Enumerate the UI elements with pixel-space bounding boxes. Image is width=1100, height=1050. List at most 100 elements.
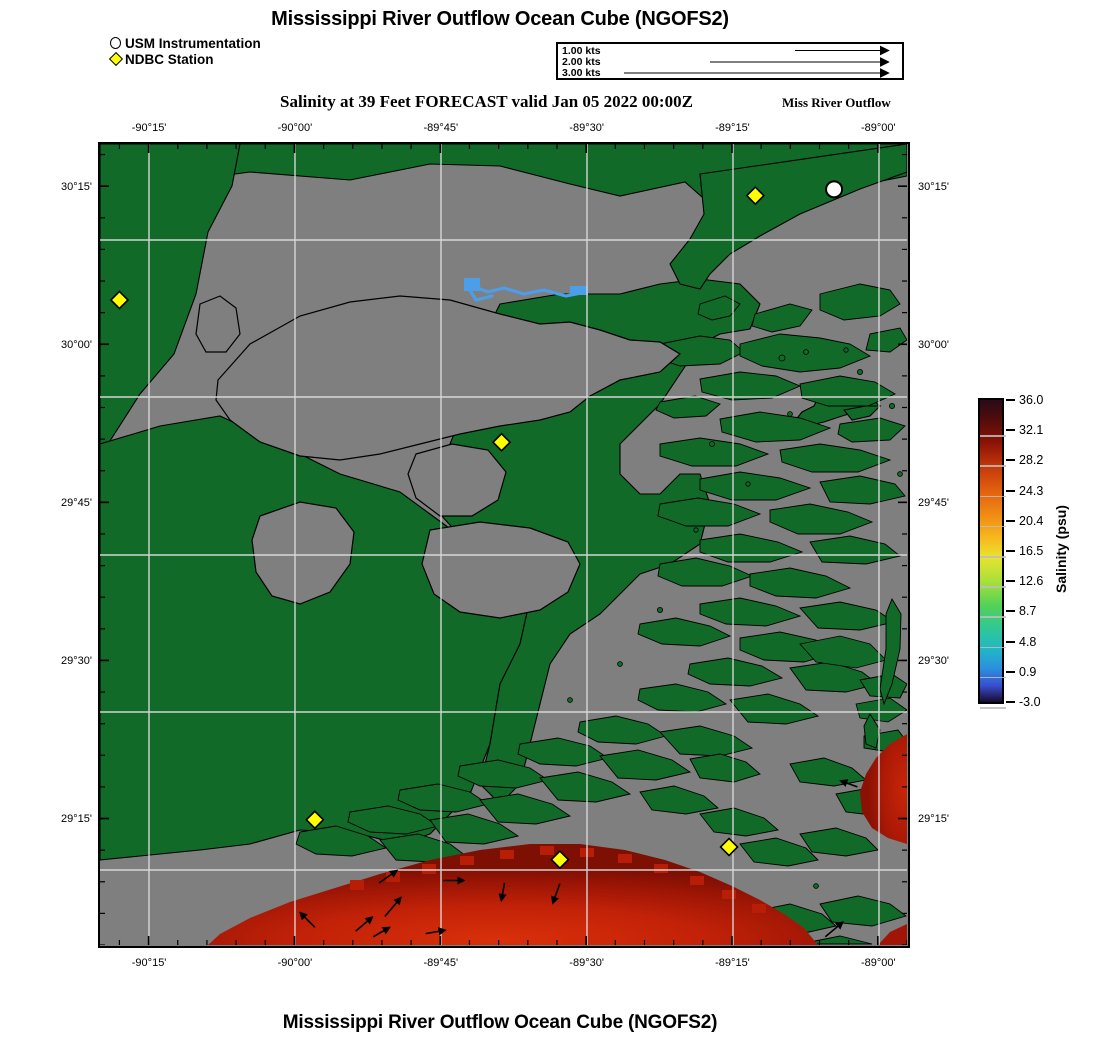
lon-label-bottom-1: -90°00' — [277, 957, 313, 969]
colorbar-tick-5 — [1006, 550, 1015, 552]
lat-label-left-4: 29°15' — [61, 813, 92, 826]
velocity-label-3kt: 3.00 kts — [562, 67, 601, 78]
lon-label-top-2: -89°45' — [423, 122, 459, 134]
lon-label-bottom-4: -89°15' — [715, 957, 750, 969]
colorbar-band-separator-3 — [980, 495, 1006, 498]
map-layers — [100, 144, 907, 945]
ndbc-lake-pontchartrain-west[interactable] — [109, 290, 130, 310]
colorbar-band-separator-6 — [980, 586, 1006, 588]
velocity-arrow-3 — [372, 926, 391, 938]
colorbar-ticklabel-4: 20.4 — [1019, 513, 1044, 528]
salinity-field-layer — [208, 734, 907, 945]
ndbc-lake-borgne-south[interactable] — [491, 432, 512, 452]
lake-barataria-basin — [421, 521, 581, 619]
colorbar-tick-9 — [1006, 670, 1015, 673]
velocity-arrow-8 — [551, 883, 561, 905]
lat-label-right-2: 29°45' — [918, 496, 949, 509]
colorbar-band-separator-5 — [980, 556, 1006, 558]
colorbar-ticklabel-9: 0.9 — [1019, 664, 1037, 679]
ndbc-breton-sound[interactable] — [719, 837, 739, 857]
lon-label-bottom-3: -89°30' — [569, 957, 604, 969]
lon-label-top-5: -89°00' — [861, 122, 896, 134]
velocity-arrow-9 — [824, 921, 845, 938]
diamond-marker-icon — [108, 51, 125, 68]
circle-marker-icon — [108, 36, 125, 52]
salinity-plume-southeast — [878, 924, 907, 945]
lat-label-left-0: 30°15' — [61, 180, 92, 193]
colorbar-band-separator-8 — [980, 646, 1006, 649]
colorbar-band-separator-1 — [980, 435, 1006, 437]
colorbar-tick-0 — [1006, 399, 1015, 401]
colorbar-tick-3 — [1006, 489, 1015, 492]
velocity-scale-legend: 1.00 kts 2.00 kts 3.00 kts — [556, 42, 904, 80]
colorbar-gradient[interactable] — [978, 398, 1006, 709]
map-subtitle: Salinity at 39 Feet FORECAST valid Jan 0… — [280, 92, 693, 111]
velocity-arrows-layer — [299, 779, 858, 938]
velocity-arrow-0 — [299, 911, 316, 928]
colorbar-ticklabel-3: 24.3 — [1019, 483, 1044, 498]
salinity-map[interactable] — [98, 142, 910, 948]
marker-legend: USM Instrumentation NDBC Station — [108, 36, 261, 68]
station-markers-layer[interactable] — [109, 180, 844, 870]
colorbar[interactable]: 36.0 32.1 28.2 24.3 20.4 16.5 12.6 8.7 4.8 0.9 -3.… — [975, 393, 1095, 713]
land-island-tail — [842, 405, 882, 421]
lon-label-bottom-2: -89°45' — [423, 957, 459, 969]
page-title: Mississippi River Outflow Ocean Cube (NG… — [271, 8, 729, 30]
river-reach-patch — [570, 286, 588, 295]
lat-label-right-1: 30°00' — [918, 338, 949, 351]
lon-label-bottom-5: -89°00' — [861, 957, 896, 969]
velocity-label-1kt: 1.00 kts — [562, 45, 601, 57]
lat-label-left-2: 29°45' — [61, 496, 92, 509]
ndbc-north-shore-east[interactable] — [745, 186, 765, 206]
colorbar-band-separator-7 — [980, 616, 1006, 618]
colorbar-tick-10 — [1006, 701, 1015, 703]
lake-salvador — [251, 501, 355, 605]
gridlines-layer — [100, 144, 907, 945]
inland-water-layer — [195, 295, 682, 619]
colorbar-ticklabel-1: 32.1 — [1019, 423, 1044, 438]
colorbar-ticklabel-6: 12.6 — [1019, 574, 1044, 589]
colorbar-tick-1 — [1006, 429, 1015, 432]
lon-label-top-1: -90°00' — [277, 122, 313, 134]
lon-label-bottom-0: -90°15' — [131, 957, 167, 969]
salinity-plume-east — [860, 734, 907, 844]
barrier-islands-layer — [567, 347, 907, 889]
velocity-arrow-5 — [378, 869, 399, 884]
colorbar-band-separator-10 — [980, 707, 1006, 709]
colorbar-band-separator-4 — [980, 525, 1006, 528]
colorbar-tick-4 — [1006, 519, 1015, 522]
lon-label-top-3: -89°30' — [569, 122, 604, 134]
velocity-label-2kt: 2.00 kts — [562, 56, 601, 68]
ndbc-barataria[interactable] — [305, 810, 325, 830]
legend-item-ndbc: NDBC Station — [108, 51, 261, 68]
velocity-arrow-4 — [425, 927, 447, 936]
legend-item-usm: USM Instrumentation — [108, 36, 261, 52]
legend-label-usm: USM Instrumentation — [125, 36, 261, 51]
lon-label-top-0: -90°15' — [131, 122, 167, 134]
colorbar-tick-2 — [1006, 459, 1015, 462]
colorbar-ticklabel-7: 8.7 — [1019, 604, 1037, 619]
lat-label-right-3: 29°30' — [918, 654, 949, 667]
lat-label-right-4: 29°15' — [918, 813, 949, 826]
map-canvas[interactable] — [100, 144, 907, 945]
lake-pontchartrain — [215, 295, 682, 461]
dataset-label: Miss River Outflow — [782, 95, 891, 110]
land-northeast-wedge — [669, 144, 907, 290]
lat-label-right-0: 30°15' — [918, 180, 949, 193]
velocity-arrow-2 — [384, 896, 402, 918]
legend-label-ndbc: NDBC Station — [125, 52, 214, 67]
lat-label-left-3: 29°30' — [61, 654, 92, 667]
inland-water-west — [195, 295, 241, 353]
colorbar-ticklabel-10: -3.0 — [1019, 695, 1041, 709]
colorbar-band-separator-9 — [980, 676, 1006, 679]
page-footer-title: Mississippi River Outflow Ocean Cube (NG… — [282, 1012, 718, 1033]
usm-instrumentation-site[interactable] — [825, 180, 844, 199]
river-mouth-patch — [464, 278, 480, 291]
colorbar-tick-8 — [1006, 640, 1015, 643]
velocity-arrow-7 — [498, 882, 507, 903]
colorbar-ticklabel-2: 28.2 — [1019, 453, 1044, 468]
ndbc-delta-south[interactable] — [550, 850, 570, 870]
velocity-scale-svg: 1.00 kts 2.00 kts 3.00 kts — [562, 45, 890, 78]
velocity-arrow-1 — [355, 916, 374, 932]
colorbar-tick-7 — [1006, 610, 1015, 613]
